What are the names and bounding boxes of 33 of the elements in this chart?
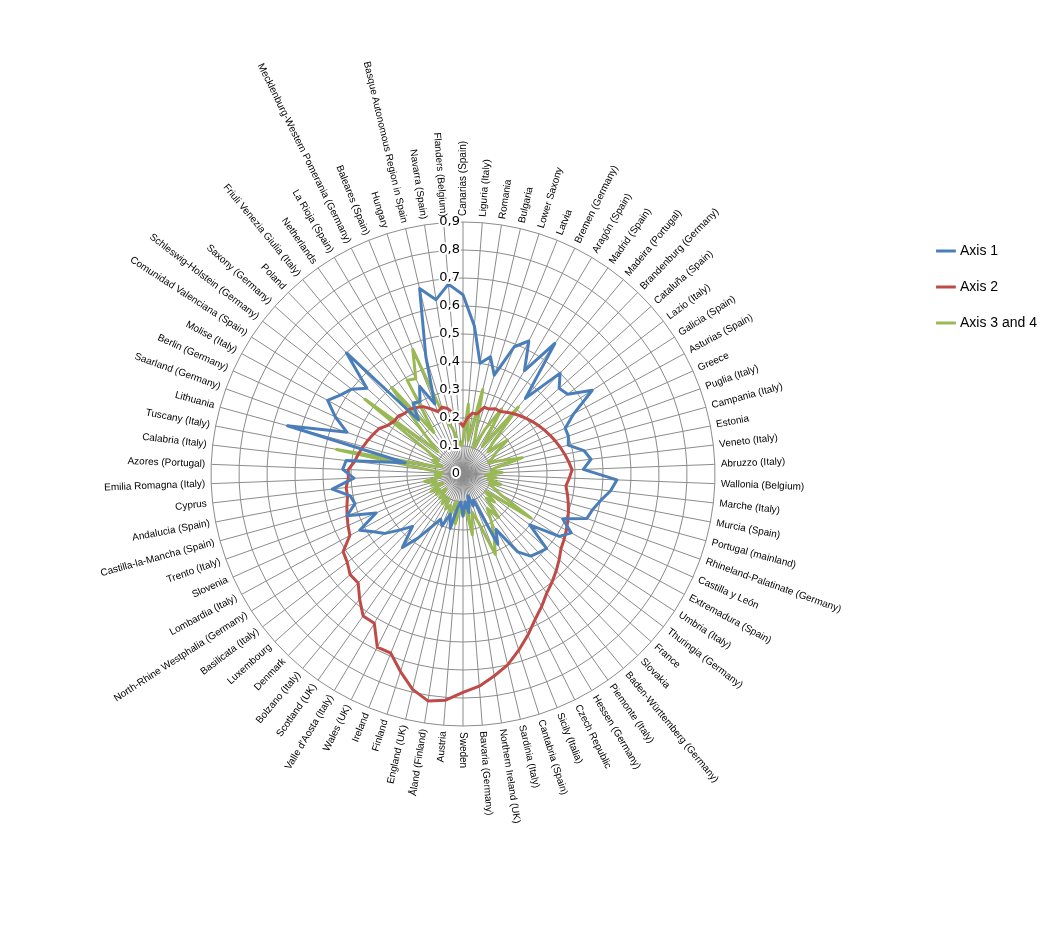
spoke-label: Latvia — [553, 207, 574, 237]
y-tick-label: 0,8 — [439, 241, 460, 257]
spoke-label: Ireland — [349, 710, 371, 744]
y-tick-label: 0 — [451, 465, 460, 481]
spoke-label: Wallonia (Belgium) — [720, 477, 805, 492]
legend-label: Axis 2 — [959, 277, 999, 294]
legend-label: Axis 1 — [959, 241, 999, 258]
spoke-label: Romania — [496, 178, 514, 220]
spoke-label: Liguria (Italy) — [476, 158, 492, 218]
legend-label: Axis 3 and 4 — [959, 313, 1038, 330]
spoke-label: Emilia Romagna (Italy) — [104, 477, 206, 493]
y-tick-label: 0,5 — [439, 325, 460, 341]
spoke-label: Marche (Italy) — [718, 497, 781, 516]
spoke-label: Austria — [434, 730, 449, 763]
y-tick-label: 0,7 — [439, 269, 460, 285]
y-tick-label: 0,4 — [439, 353, 460, 369]
spoke-label: Finland — [369, 718, 390, 753]
y-tick-label: 0,6 — [439, 297, 460, 313]
spoke-label: Calabria (Italy) — [141, 430, 208, 450]
y-tick-label: 0,1 — [439, 437, 460, 453]
spoke-label: Veneto (Italy) — [718, 431, 779, 450]
spoke-label: Bavaria (Germany) — [478, 730, 496, 816]
spoke-label: Bulgaria — [515, 185, 535, 224]
spoke-label: Flanders (Belgium) — [432, 132, 450, 218]
spoke-label: Canarias (Spain) — [456, 140, 468, 216]
y-tick-label: 0,3 — [439, 381, 460, 397]
spoke-label: Estonia — [715, 412, 751, 430]
spoke-label: Abruzzo (Italy) — [720, 455, 786, 469]
spoke-label: Hungary — [369, 190, 392, 230]
spoke-label: Navarra (Spain) — [408, 148, 430, 220]
spoke-label: Sweden — [458, 732, 470, 769]
spoke-label: Azores (Portugal) — [127, 454, 206, 469]
spoke-label: Cyprus — [174, 497, 208, 512]
